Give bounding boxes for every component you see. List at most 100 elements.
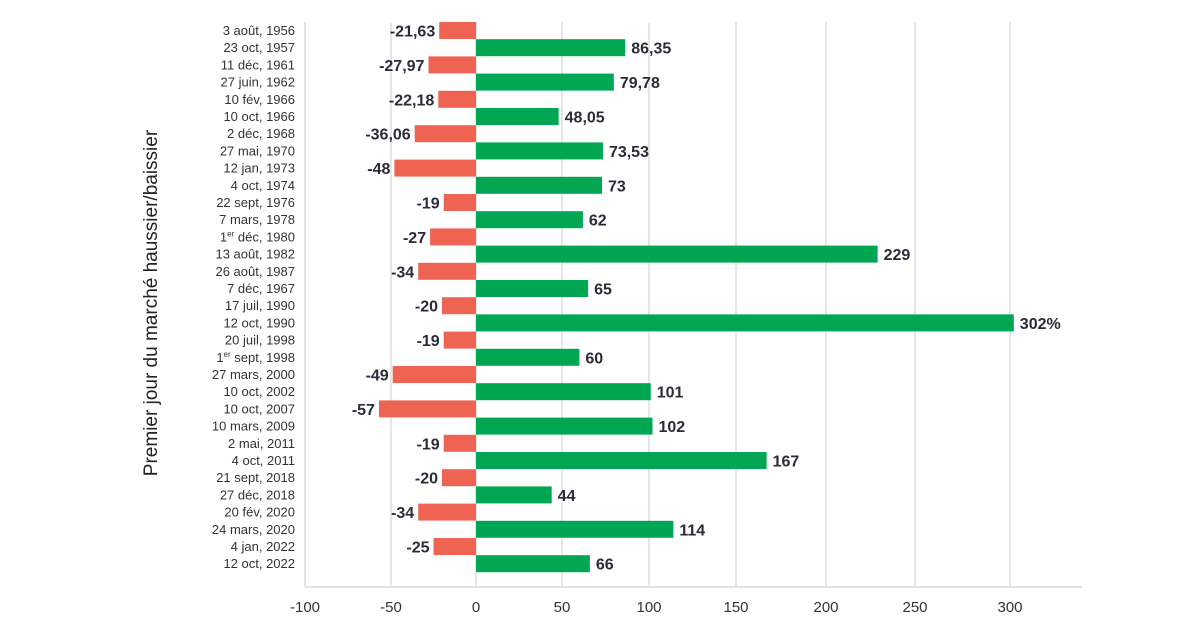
data-label: 48,05 [565, 110, 605, 127]
category-label: 24 mars, 2020 [212, 522, 295, 537]
data-label: 302% [1020, 316, 1061, 333]
data-label: -19 [417, 333, 440, 350]
bar [476, 348, 580, 366]
data-label: 86,35 [631, 41, 671, 58]
category-label: 1er déc, 1980 [220, 229, 295, 244]
category-label: 13 août, 1982 [215, 247, 295, 262]
data-label: 44 [558, 488, 576, 505]
bar [418, 503, 476, 521]
data-label: -25 [406, 540, 429, 557]
bar [443, 194, 476, 211]
data-label: -22,18 [389, 92, 434, 109]
data-label: -34 [391, 264, 414, 281]
data-label: 60 [585, 350, 603, 367]
x-tick-label: 300 [997, 599, 1022, 616]
bar [443, 434, 476, 452]
category-label: 10 mars, 2009 [212, 419, 295, 434]
x-tick-label: 250 [902, 599, 927, 616]
category-label: 12 jan, 1973 [223, 161, 295, 176]
x-tick-label: 200 [813, 599, 838, 616]
bar [476, 108, 559, 125]
data-label: -27,97 [379, 58, 424, 75]
category-label: 20 juil, 1998 [225, 333, 295, 348]
data-label: -27 [403, 230, 426, 247]
category-label: 4 oct, 1974 [231, 178, 295, 193]
category-label: 2 mai, 2011 [228, 436, 295, 451]
category-label: 10 oct, 1966 [223, 109, 295, 124]
data-label: 114 [679, 522, 705, 539]
x-tick-label: -50 [380, 599, 402, 616]
bar [442, 297, 476, 315]
data-label: 167 [773, 454, 800, 471]
bar [414, 125, 476, 143]
bar [476, 176, 603, 194]
data-label: -48 [367, 161, 390, 178]
category-label: 7 mars, 1978 [219, 212, 295, 227]
category-label: 10 fév, 1966 [224, 92, 295, 107]
bar [476, 245, 878, 263]
bar [428, 56, 476, 74]
data-label: -20 [415, 299, 438, 316]
bar [439, 22, 476, 39]
bar [476, 452, 767, 469]
bar [476, 383, 651, 401]
data-label: 229 [884, 247, 911, 264]
bar [476, 314, 1014, 332]
category-label: 2 déc, 1968 [227, 126, 295, 141]
bar [418, 262, 476, 280]
x-tick-label: -100 [290, 599, 320, 616]
category-label: 27 mars, 2000 [212, 367, 295, 382]
data-label: 73,53 [609, 144, 649, 161]
category-label: 27 juin, 1962 [221, 75, 295, 90]
bar [476, 39, 626, 57]
category-label: 22 sept, 1976 [216, 195, 295, 210]
x-tick-label: 0 [472, 599, 480, 616]
bar [476, 73, 614, 91]
data-label: 102 [658, 419, 685, 436]
data-label: -19 [417, 436, 440, 453]
data-label: 65 [594, 282, 612, 299]
category-label: 7 déc, 1967 [227, 281, 295, 296]
data-label: -19 [417, 196, 440, 213]
bar [394, 159, 476, 177]
category-label: 10 oct, 2007 [223, 401, 295, 416]
category-label: 17 juil, 1990 [225, 298, 295, 313]
bar [476, 555, 590, 573]
category-label: 21 sept, 2018 [216, 470, 295, 485]
x-tick-label: 150 [723, 599, 748, 616]
category-label: 23 oct, 1957 [223, 40, 295, 55]
bar [476, 280, 589, 297]
bar [476, 486, 552, 504]
data-label: -49 [366, 368, 389, 385]
data-label: -21,63 [390, 24, 435, 41]
data-label: -20 [415, 471, 438, 488]
category-label: 26 août, 1987 [215, 264, 295, 279]
category-label: 3 août, 1956 [223, 23, 295, 38]
category-label: 27 déc, 2018 [220, 487, 295, 502]
data-label: -36,06 [365, 127, 410, 144]
category-label: 1er sept, 1998 [216, 350, 295, 365]
data-label: 66 [596, 557, 614, 574]
bar [476, 142, 603, 160]
bar [442, 469, 476, 487]
category-label: 10 oct, 2002 [223, 384, 295, 399]
x-tick-label: 50 [554, 599, 571, 616]
category-label: 11 déc, 1961 [221, 57, 295, 72]
data-label: -57 [352, 402, 375, 419]
bar [392, 366, 476, 383]
bar [378, 400, 476, 418]
category-label: 27 mai, 1970 [220, 143, 295, 158]
data-label: 79,78 [620, 75, 660, 92]
bar [438, 90, 476, 108]
bar [476, 211, 583, 229]
bar [476, 520, 674, 538]
data-label: 101 [657, 385, 684, 402]
category-label: 20 fév, 2020 [224, 505, 295, 520]
category-label: 12 oct, 2022 [223, 556, 295, 571]
data-label: 73 [608, 178, 626, 195]
bar [443, 331, 476, 349]
data-label: -34 [391, 505, 414, 522]
y-axis-label: Premier jour du marché haussier/baissier [141, 129, 162, 476]
bar [476, 417, 653, 435]
